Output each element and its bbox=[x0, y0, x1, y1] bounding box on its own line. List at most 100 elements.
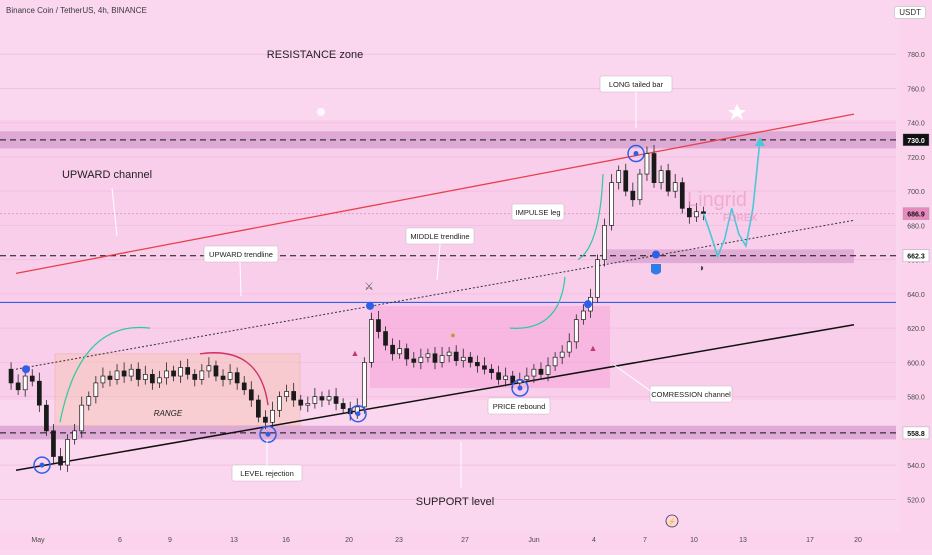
y-tick-label: 760.0 bbox=[907, 86, 925, 93]
candle-body bbox=[383, 331, 388, 346]
touch-circle[interactable] bbox=[33, 456, 51, 474]
candle-body bbox=[679, 182, 685, 209]
candle-body bbox=[581, 310, 586, 320]
candle-body bbox=[573, 319, 579, 343]
touch-dot bbox=[355, 411, 361, 417]
candle-body bbox=[79, 404, 85, 432]
candle-body bbox=[531, 368, 537, 377]
y-tick-label: 620.0 bbox=[907, 326, 925, 333]
candle-body bbox=[651, 153, 657, 183]
level-rejection-label: LEVEL rejection bbox=[240, 469, 294, 478]
candle-body bbox=[418, 356, 424, 363]
candle-body bbox=[411, 358, 417, 363]
impulse-arrow bbox=[577, 174, 604, 261]
touch-circle[interactable] bbox=[259, 425, 277, 444]
y-tick-label: 680.0 bbox=[907, 223, 925, 230]
candle-body bbox=[58, 456, 63, 466]
candle-body bbox=[15, 382, 21, 391]
currency-selector[interactable]: USDT bbox=[894, 6, 926, 19]
candle-body bbox=[545, 365, 551, 375]
x-tick-label: 13 bbox=[230, 537, 238, 544]
level-dot bbox=[366, 301, 374, 310]
candle-body bbox=[291, 391, 297, 401]
candle-body bbox=[241, 382, 247, 391]
y-tick-label: 540.0 bbox=[907, 463, 925, 470]
target-star-icon bbox=[728, 104, 746, 120]
candle-body bbox=[672, 182, 678, 192]
candle-body bbox=[432, 353, 438, 363]
lightning-glyph: ⚡ bbox=[668, 517, 677, 526]
candle-body bbox=[446, 351, 452, 356]
candle-body bbox=[305, 403, 311, 406]
touch-circle[interactable] bbox=[511, 379, 529, 397]
resistance-zone bbox=[0, 131, 896, 149]
touch-circle[interactable] bbox=[627, 144, 645, 163]
candle-body bbox=[701, 211, 706, 214]
upward-trendline-label: UPWARD trendline bbox=[209, 250, 273, 259]
candle-body bbox=[29, 375, 35, 382]
candle-body bbox=[107, 375, 113, 380]
candle-body bbox=[93, 382, 99, 397]
retest-zone bbox=[606, 249, 854, 264]
candle-body bbox=[460, 356, 466, 362]
price-marker bbox=[902, 426, 930, 440]
price-marker bbox=[902, 133, 930, 147]
candle-body bbox=[686, 207, 692, 218]
lightning-event-icon[interactable] bbox=[665, 514, 679, 528]
candle-body bbox=[644, 153, 650, 175]
candle-body bbox=[220, 375, 226, 380]
range-entry-arrow bbox=[59, 326, 151, 423]
candle-body bbox=[206, 365, 212, 372]
candle-body bbox=[503, 375, 508, 380]
support-level-label: SUPPORT level bbox=[416, 496, 494, 508]
level-dot bbox=[652, 250, 660, 259]
y-tick-label: 640.0 bbox=[907, 292, 925, 299]
upward-trendline-label-box bbox=[203, 245, 279, 263]
candle-body bbox=[199, 370, 205, 380]
touch-circle[interactable] bbox=[349, 404, 367, 423]
x-tick-label: 4 bbox=[592, 537, 596, 544]
candle-body bbox=[439, 355, 445, 363]
rocket-icon: ▲ bbox=[351, 348, 360, 358]
compression-box bbox=[370, 305, 610, 389]
y-tick-label: 780.0 bbox=[907, 52, 925, 59]
candle-body bbox=[566, 341, 572, 353]
candle-body bbox=[665, 170, 671, 192]
candle-body bbox=[157, 377, 162, 384]
range-exit-arrow bbox=[199, 352, 269, 406]
candle-body bbox=[8, 368, 14, 384]
compression-pointer bbox=[613, 364, 653, 393]
price-axis[interactable] bbox=[900, 0, 932, 550]
candle-body bbox=[227, 372, 233, 380]
candle-body bbox=[121, 370, 127, 377]
candle-body bbox=[326, 396, 332, 401]
watermark-lingrid: Lingrid bbox=[687, 189, 747, 211]
candle-body bbox=[248, 389, 254, 401]
snail-icon: ● bbox=[450, 330, 455, 340]
x-tick-label: 23 bbox=[395, 537, 403, 544]
impulse-leg-label: IMPULSE leg bbox=[515, 208, 560, 217]
y-tick-label: 520.0 bbox=[907, 497, 925, 504]
price-rebound-label-box bbox=[487, 397, 551, 415]
y-tick-label: 740.0 bbox=[907, 121, 925, 128]
compression-arrow bbox=[509, 276, 566, 329]
candle-body bbox=[284, 391, 289, 397]
time-axis[interactable] bbox=[0, 532, 900, 550]
shield-icon bbox=[651, 264, 661, 275]
candle-body bbox=[482, 365, 487, 370]
x-tick-label: 20 bbox=[854, 537, 862, 544]
x-tick-label: 17 bbox=[806, 537, 814, 544]
news-event-icon[interactable] bbox=[317, 108, 325, 116]
x-tick-label: 7 bbox=[643, 537, 647, 544]
candle-body bbox=[538, 368, 544, 375]
y-tick-label: 700.0 bbox=[907, 189, 925, 196]
candle-body bbox=[178, 367, 183, 377]
level-dot bbox=[22, 365, 30, 374]
impulse-leg-label-box bbox=[511, 203, 565, 221]
candle-body bbox=[637, 173, 643, 201]
candle-body bbox=[376, 319, 381, 332]
x-tick-label: 20 bbox=[345, 537, 353, 544]
candle-body bbox=[467, 356, 473, 363]
upward-trendline-pointer bbox=[239, 261, 242, 297]
